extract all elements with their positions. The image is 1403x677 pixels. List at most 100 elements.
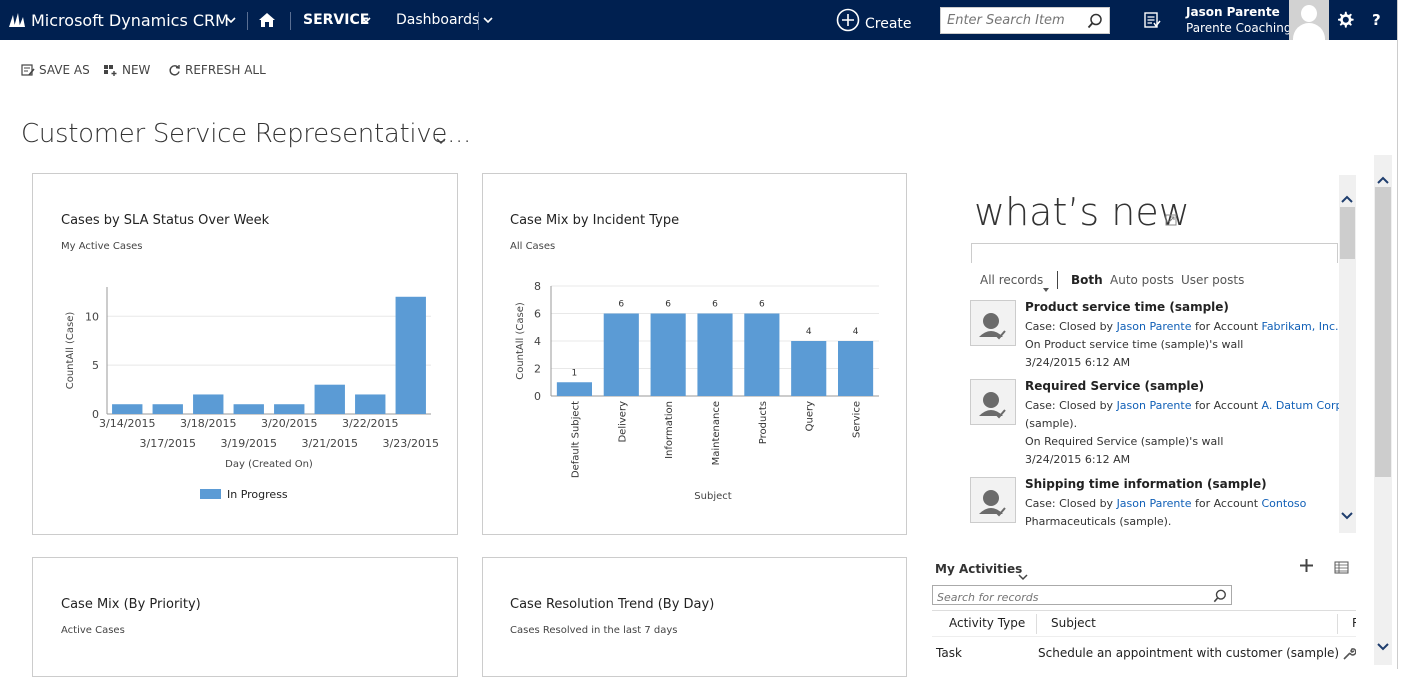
page-scrollbar[interactable]: [1374, 155, 1392, 665]
plus-icon[interactable]: [1299, 558, 1314, 577]
new-button[interactable]: NEW: [103, 60, 150, 80]
account-link[interactable]: Fabrikam, Inc. (sa: [1261, 320, 1342, 333]
data-label: 6: [618, 300, 624, 310]
posts-wall: Product service time (sample) Case: Clos…: [965, 298, 1341, 534]
chart-incident-type[interactable]: 0 2 4 6 8 1 6 6 6 6 4 4 Default Subject Delivery Infor…: [483, 174, 906, 534]
recent-items-icon[interactable]: [1143, 0, 1161, 40]
window-edge: [1397, 0, 1398, 669]
filter-user-posts[interactable]: User posts: [1181, 273, 1245, 287]
x-tick-label: 3/14/2015: [99, 417, 155, 430]
search-icon[interactable]: [1087, 13, 1103, 33]
new-label: NEW: [122, 63, 151, 77]
top-nav-bar: Microsoft Dynamics CRM SERVICE Dashboard…: [0, 0, 1397, 40]
bar: [650, 313, 686, 396]
global-search[interactable]: [940, 7, 1110, 34]
dashboard-title[interactable]: Customer Service Representative...: [21, 119, 471, 149]
activities-search-input[interactable]: [933, 588, 1203, 607]
scrollbar-thumb[interactable]: [1375, 187, 1391, 477]
chart-sla-status[interactable]: 0 5 10 3/14/2015 3/17/2015 3/18/2015 3/19/2015…: [33, 174, 457, 534]
grid-divider: [932, 610, 1356, 611]
filter-auto-posts[interactable]: Auto posts: [1110, 273, 1174, 287]
legend-label: In Progress: [227, 488, 288, 501]
area-menu-service[interactable]: SERVICE: [303, 12, 370, 28]
refresh-all-button[interactable]: REFRESH ALL: [168, 60, 266, 80]
post-title[interactable]: Shipping time information (sample): [1025, 477, 1267, 491]
column-header-regarding[interactable]: R: [1352, 616, 1356, 630]
global-search-input[interactable]: [941, 8, 1081, 33]
x-tick-label: 3/20/2015: [261, 417, 317, 430]
chevron-down-icon[interactable]: [361, 0, 371, 40]
whats-new-title: what’s new: [974, 190, 1190, 234]
wrench-icon[interactable]: [1342, 646, 1357, 665]
home-icon[interactable]: [258, 0, 276, 40]
column-header-subject[interactable]: Subject: [1051, 616, 1096, 630]
save-as-button[interactable]: SAVE AS: [21, 60, 90, 80]
account-link[interactable]: Contoso: [1261, 497, 1307, 510]
create-button[interactable]: Create: [865, 16, 912, 32]
post-text-field[interactable]: [972, 245, 1337, 264]
scrollbar-thumb[interactable]: [1340, 207, 1355, 259]
chevron-up-icon[interactable]: [1377, 170, 1389, 189]
chevron-down-icon[interactable]: [436, 130, 446, 149]
new-icon: [104, 65, 117, 76]
chevron-down-icon[interactable]: [1042, 278, 1050, 297]
user-link[interactable]: Jason Parente: [1116, 497, 1192, 510]
account-link[interactable]: A. Datum Corpo: [1261, 399, 1342, 412]
help-icon[interactable]: ?: [1372, 11, 1381, 29]
all-records-filter[interactable]: All records: [980, 273, 1044, 287]
app-title[interactable]: Microsoft Dynamics CRM: [31, 10, 229, 30]
x-tick-label: 3/18/2015: [180, 417, 236, 430]
gear-icon[interactable]: [1336, 0, 1354, 40]
x-tick-label: Default Subject: [570, 401, 581, 478]
filter-both[interactable]: Both: [1071, 273, 1103, 287]
chevron-down-icon[interactable]: [226, 0, 236, 40]
user-link[interactable]: Jason Parente: [1116, 320, 1192, 333]
post-input[interactable]: [971, 243, 1338, 264]
y-tick-label: 0: [534, 390, 541, 403]
whats-new-scrollbar[interactable]: [1339, 175, 1356, 533]
chevron-down-icon[interactable]: [1377, 637, 1389, 656]
search-icon[interactable]: [1213, 588, 1227, 607]
bar: [838, 341, 874, 396]
user-link[interactable]: Jason Parente: [1116, 399, 1192, 412]
chevron-down-icon[interactable]: [1341, 506, 1353, 525]
post-title[interactable]: Required Service (sample): [1025, 379, 1205, 393]
y-tick-label: 0: [92, 408, 99, 421]
chart-title: Case Mix by Incident Type: [510, 213, 680, 228]
plus-circle-icon[interactable]: [836, 0, 860, 40]
x-tick-label: Delivery: [617, 401, 628, 443]
account-link[interactable]: (sample).: [1025, 417, 1078, 430]
activity-type-cell[interactable]: Task: [936, 646, 962, 660]
account-link[interactable]: Pharmaceuticals (sample).: [1025, 515, 1172, 528]
refresh-all-label: REFRESH ALL: [185, 63, 266, 77]
list-view-icon[interactable]: [1334, 559, 1349, 578]
chevron-down-icon[interactable]: [483, 0, 493, 40]
post-wall: On Product service time (sample)'s wall: [1025, 338, 1244, 351]
chevron-up-icon[interactable]: [1341, 189, 1353, 208]
y-tick-label: 4: [534, 335, 541, 348]
filter-divider: [1057, 271, 1058, 289]
user-name[interactable]: Jason Parente: [1186, 5, 1280, 19]
post-timestamp: 3/24/2015 6:12 AM: [1025, 453, 1131, 466]
column-header-activity-type[interactable]: Activity Type: [949, 616, 1026, 630]
chart-panel-priority: Case Mix (By Priority) Active Cases: [32, 557, 458, 677]
post-title[interactable]: Product service time (sample): [1025, 300, 1229, 314]
y-tick-label: 6: [534, 308, 541, 321]
expand-icon[interactable]: [1165, 211, 1177, 230]
chevron-down-icon[interactable]: [1018, 566, 1028, 585]
dynamics-logo-icon[interactable]: [8, 0, 28, 40]
nav-separator: [247, 12, 248, 30]
x-tick-label: Service: [852, 401, 863, 438]
chart-panel-incident-type: Case Mix by Incident Type All Cases 0 2 4 6…: [482, 173, 907, 535]
subarea-dashboards[interactable]: Dashboards: [396, 12, 480, 28]
chart-title: Cases by SLA Status Over Week: [61, 213, 270, 228]
post-wall: On Required Service (sample)'s wall: [1025, 435, 1224, 448]
activity-subject-cell[interactable]: Schedule an appointment with customer (s…: [1038, 646, 1340, 660]
activities-search[interactable]: [932, 585, 1232, 607]
x-tick-label: Query: [805, 401, 816, 431]
x-tick-label: 3/21/2015: [302, 437, 358, 450]
avatar-icon[interactable]: [1289, 0, 1329, 40]
activities-title[interactable]: My Activities: [935, 562, 1023, 576]
y-tick-label: 8: [534, 280, 541, 293]
x-tick-label: 3/17/2015: [140, 437, 196, 450]
